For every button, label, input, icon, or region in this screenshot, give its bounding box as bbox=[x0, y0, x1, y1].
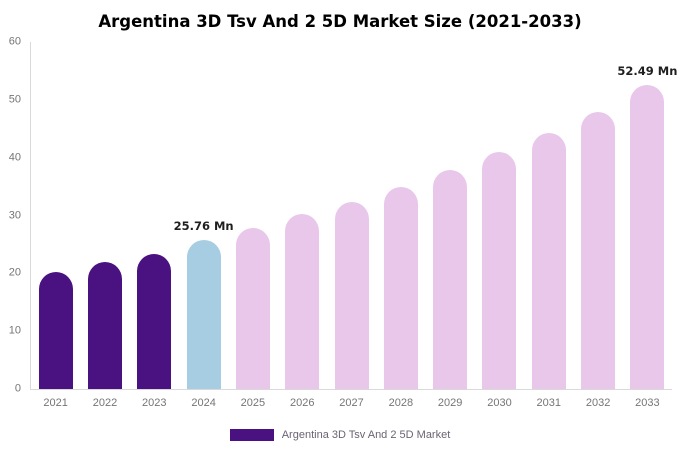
x-axis: 2021 2022 2023 2024 2025 2026 2027 2028 2029 2030… bbox=[31, 397, 672, 409]
x-tick-label-2027: 2027 bbox=[339, 397, 364, 409]
legend-swatch bbox=[229, 429, 274, 441]
bar-slot-2029 bbox=[426, 42, 475, 389]
bar-slot-2025 bbox=[228, 42, 277, 389]
bar-slot-2032 bbox=[573, 42, 622, 389]
bar-2025 bbox=[235, 227, 270, 389]
bar-slot-2022 bbox=[80, 42, 129, 389]
plot-area: 0 10 20 30 40 50 60 25.76 Mn 52.49 Mn 2021 2022 2… bbox=[9, 36, 678, 409]
x-tick-label-2028: 2028 bbox=[388, 397, 414, 409]
x-tick-label-2029: 2029 bbox=[437, 397, 463, 409]
x-tick-label-2024: 2024 bbox=[191, 397, 216, 409]
x-tick-label-2032: 2032 bbox=[585, 397, 611, 409]
bar-2023 bbox=[137, 253, 172, 389]
y-tick-label: 40 bbox=[8, 151, 21, 164]
bar-slot-2031 bbox=[524, 42, 573, 389]
x-tick-label-2021: 2021 bbox=[43, 397, 68, 409]
x-tick-label-2022: 2022 bbox=[92, 397, 118, 409]
bar-2028 bbox=[383, 186, 418, 389]
bar-slot-2030 bbox=[475, 42, 524, 389]
y-tick-label: 10 bbox=[8, 324, 21, 337]
bar-2032 bbox=[581, 111, 616, 389]
chart-title: Argentina 3D Tsv And 2 5D Market Size (2… bbox=[98, 12, 582, 31]
bars-container: 25.76 Mn 52.49 Mn bbox=[31, 42, 677, 389]
x-tick-label-2023: 2023 bbox=[142, 397, 167, 409]
bar-2029 bbox=[433, 169, 468, 389]
bar-slot-2026 bbox=[278, 42, 327, 389]
bar-2033 bbox=[630, 85, 665, 389]
bar-2021 bbox=[38, 271, 73, 389]
bar-2022 bbox=[87, 262, 122, 389]
bar-2026 bbox=[285, 214, 320, 389]
bar-slot-2024: 25.76 Mn bbox=[174, 42, 234, 389]
data-label-2024: 25.76 Mn bbox=[173, 218, 234, 233]
x-tick-label-2031: 2031 bbox=[536, 397, 562, 409]
bar-slot-2023 bbox=[130, 42, 179, 389]
legend-label: Argentina 3D Tsv And 2 5D Market bbox=[281, 429, 451, 441]
bar-slot-2027 bbox=[327, 42, 376, 389]
x-tick-label-2030: 2030 bbox=[487, 397, 512, 409]
bar-slot-2028 bbox=[376, 42, 425, 389]
legend: Argentina 3D Tsv And 2 5D Market bbox=[0, 429, 680, 441]
bar-2030 bbox=[482, 151, 517, 389]
y-tick-label: 60 bbox=[8, 35, 21, 48]
x-tick-label-2026: 2026 bbox=[289, 397, 315, 409]
bar-2027 bbox=[334, 201, 369, 389]
bar-slot-2021 bbox=[31, 42, 80, 389]
y-tick-label: 0 bbox=[14, 382, 21, 395]
y-tick-label: 30 bbox=[8, 209, 21, 221]
bar-2024 bbox=[186, 240, 221, 389]
y-tick-label: 50 bbox=[8, 93, 21, 106]
data-label-2033: 52.49 Mn bbox=[617, 63, 678, 78]
bar-2031 bbox=[531, 132, 566, 389]
y-tick-label: 20 bbox=[8, 266, 21, 279]
y-axis: 0 10 20 30 40 50 60 bbox=[1, 36, 25, 394]
bar-slot-2033: 52.49 Mn bbox=[617, 42, 677, 389]
x-tick-label-2025: 2025 bbox=[240, 397, 266, 409]
x-tick-label-2033: 2033 bbox=[635, 397, 660, 409]
